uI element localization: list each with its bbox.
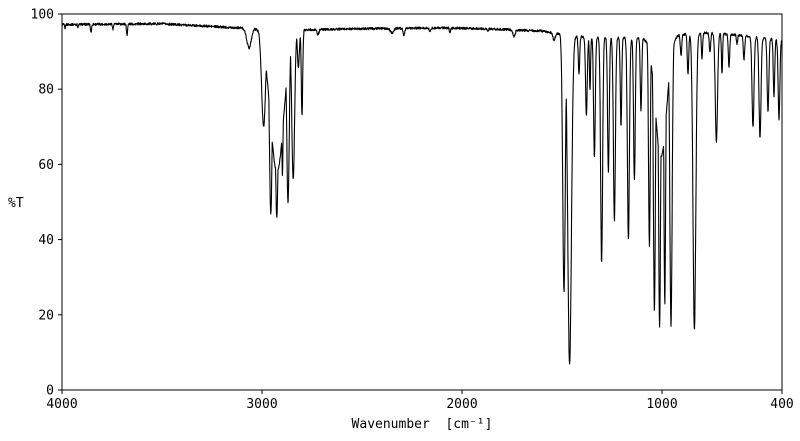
y-tick-label: 100 [31, 8, 54, 23]
x-tick-label: 400 [770, 397, 793, 412]
x-tick-label: 3000 [246, 397, 277, 412]
x-axis-label: Wavenumber [cm⁻¹] [351, 417, 493, 432]
y-tick-label: 40 [38, 233, 54, 248]
x-tick-label: 2000 [446, 397, 477, 412]
y-tick-label: 60 [38, 158, 54, 173]
plot-frame [61, 13, 783, 391]
y-tick-label: 80 [38, 83, 54, 98]
spectrum-line [61, 22, 783, 365]
y-axis-label: %T [8, 196, 24, 211]
y-tick-label: 0 [46, 384, 54, 399]
x-tick-label: 4000 [46, 397, 77, 412]
x-tick-label: 1000 [646, 397, 677, 412]
y-tick-label: 20 [38, 308, 54, 323]
axes: 4000 3000 2000 1000 400 100 80 60 40 20 0 [31, 8, 794, 413]
